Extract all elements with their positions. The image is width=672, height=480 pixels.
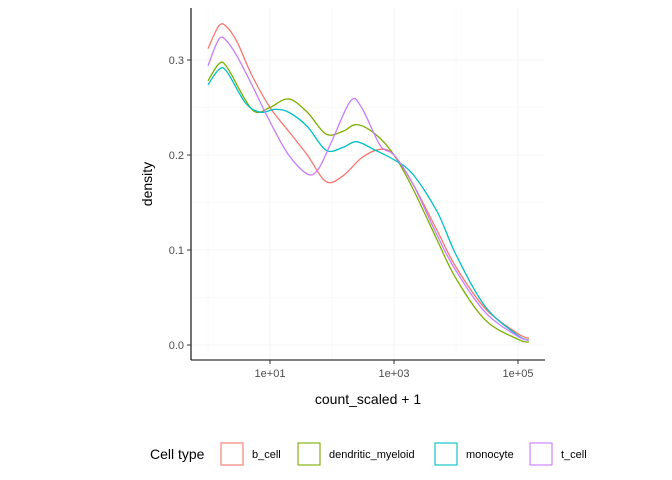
legend-label-monocyte: monocyte [466,449,514,461]
legend-items: b_cell dendritic_myeloid monocyte t_cell [220,442,587,466]
y-tick-label-2: 0.2 [169,150,184,162]
legend-key-dendritic_myeloid [297,442,321,466]
y-tick-label-0: 0.0 [169,340,184,352]
legend-key-t_cell [529,442,553,466]
series-line-t_cell [207,36,530,341]
legend-label-dendritic_myeloid: dendritic_myeloid [329,449,415,461]
y-axis-title: density [139,162,155,206]
legend-label-b_cell: b_cell [252,449,281,461]
y-ticks: 0.0 0.1 0.2 0.3 [169,55,191,352]
grid [191,8,545,360]
legend-label-t_cell: t_cell [561,449,587,461]
series-lines [207,23,530,343]
x-axis-title: count_scaled + 1 [315,391,421,407]
x-tick-label-1: 1e+03 [379,368,410,380]
series-line-dendritic_myeloid [207,61,530,343]
y-tick-label-1: 0.1 [169,245,184,257]
x-tick-label-0: 1e+01 [255,368,286,380]
x-ticks: 1e+01 1e+03 1e+05 [255,360,534,380]
legend-key-b_cell [220,442,244,466]
series-line-monocyte [207,66,530,341]
legend-title: Cell type [150,446,205,462]
legend-key-monocyte [434,442,458,466]
legend: Cell type b_cell dendritic_myeloid monocyt… [150,442,587,466]
x-tick-label-2: 1e+05 [503,368,534,380]
y-tick-label-3: 0.3 [169,55,184,67]
series-line-b_cell [207,23,530,339]
